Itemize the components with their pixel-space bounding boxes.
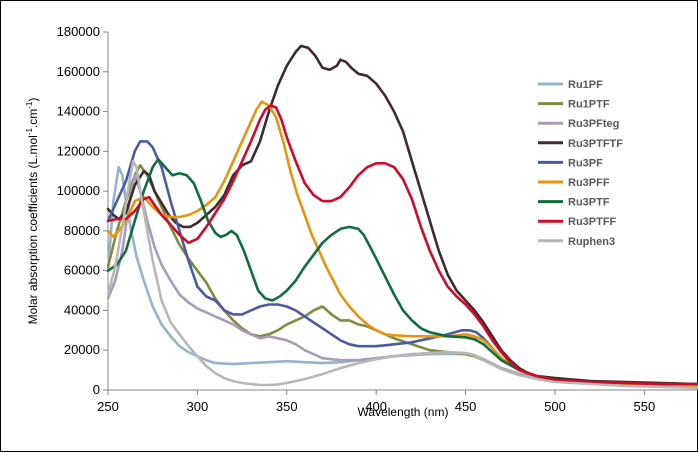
y-tick-label: 120000 [57,143,100,158]
legend: Ru1PF Ru1PTF Ru3PFteg Ru3PTFTF Ru3PF Ru3PFF Ru… [538,79,623,248]
series-group [106,44,698,390]
legend-label: Ru3PF [568,157,603,169]
y-axis-title-end: ) [26,98,40,102]
y-axis-title-sup2: -1 [25,101,34,109]
y-tick-label: 100000 [57,183,100,198]
y-axis-title: Molar absorption coefficients (L.mol-1.c… [25,98,40,325]
x-tick-label: 350 [276,399,298,414]
legend-label: Ru3PTFF [568,216,617,228]
legend-label: Ru3PTFTF [568,138,623,150]
x-axis-title: Wavelength (nm) [358,405,449,419]
y-tick-label: 60000 [64,263,100,278]
legend-label: Ru1PF [568,79,603,91]
x-ticks: 250 300 350 400 450 500 550 [97,390,655,414]
legend-label: Ru1PTF [568,99,610,111]
legend-label: Ru3PTF [568,197,610,209]
x-tick-label: 300 [187,399,209,414]
x-tick-label: 250 [97,399,119,414]
y-tick-label: 160000 [57,64,100,79]
y-axis-title-main: Molar absorption coefficients (L.mol [26,135,40,324]
y-tick-label: 140000 [57,104,100,119]
x-tick-label: 500 [544,399,566,414]
legend-label: Ru3PFteg [568,118,619,130]
y-tick-label: 0 [93,382,100,397]
y-axis-title-sup1: -1 [25,128,34,136]
series-line-ruphen3 [106,160,698,390]
y-tick-label: 80000 [64,223,100,238]
y-axis-title-mid: .cm [26,109,40,128]
axes [107,32,698,391]
y-ticks: 0 20000 40000 60000 80000 100000 120000 140000 1… [57,24,108,397]
series-line-ru3ptftf [106,44,698,386]
x-tick-label: 550 [634,399,656,414]
x-tick-label: 450 [455,399,477,414]
x-tick-label: 400 [365,399,387,414]
series-line-ru3pff [106,100,698,388]
legend-label: Ruphen3 [568,236,615,248]
series-line-ru3ptf [106,158,698,386]
series-line-ru3ptff [106,104,698,386]
legend-label: Ru3PFF [568,177,610,189]
y-tick-label: 20000 [64,342,100,357]
y-tick-label: 40000 [64,302,100,317]
y-tick-label: 180000 [57,24,100,39]
